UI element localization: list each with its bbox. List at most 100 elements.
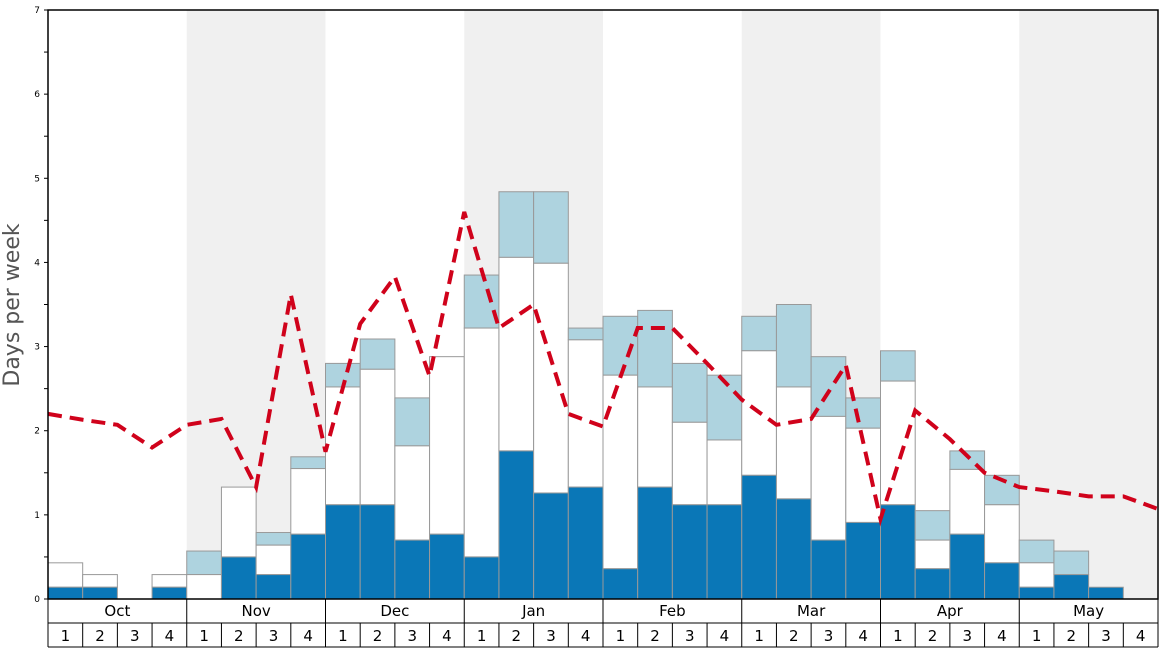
week-label: 2 [373, 627, 383, 645]
bar-segment-dark [880, 504, 916, 600]
y-tick-label: 7 [34, 6, 40, 16]
bar-segment-light [1018, 539, 1055, 564]
bar-segment-light [845, 397, 881, 429]
bar-segment-dark [741, 474, 777, 600]
bar-segment-dark [255, 574, 292, 600]
bar-segment-light [637, 309, 673, 388]
bar-segment-dark [706, 504, 743, 600]
week-label: 1 [754, 627, 764, 645]
bar-segment-middle [325, 386, 361, 506]
bar-segment-middle [671, 421, 708, 506]
week-label: 4 [1136, 627, 1146, 645]
month-label: Feb [659, 602, 686, 620]
bar-segment-dark [220, 556, 257, 600]
bar-segment-dark [463, 556, 500, 600]
bar-segment-middle [533, 262, 569, 494]
week-label: 1 [477, 627, 487, 645]
bar-segment-light [394, 397, 431, 447]
bar-segment-dark [914, 568, 951, 600]
bar-segment-light [567, 327, 604, 341]
y-tick-label: 5 [34, 174, 40, 184]
week-label: 3 [685, 627, 695, 645]
week-label: 3 [130, 627, 140, 645]
bar-segment-dark [671, 504, 708, 600]
y-tick-label: 0 [34, 595, 40, 605]
week-label: 4 [442, 627, 452, 645]
week-label: 2 [650, 627, 660, 645]
bar-segment-dark [325, 504, 361, 600]
bar-segment-light [741, 315, 777, 352]
bar-segment-middle [810, 415, 847, 541]
bar-segment-middle [984, 504, 1020, 564]
bar-segment-dark [533, 492, 569, 600]
week-label: 1 [338, 627, 348, 645]
bar-segment-middle [220, 486, 257, 558]
month-label: Apr [937, 602, 964, 620]
week-label: 4 [303, 627, 313, 645]
week-label: 2 [512, 627, 522, 645]
bar-segment-dark [151, 586, 188, 600]
bar-segment-middle [706, 439, 743, 506]
week-label: 4 [858, 627, 868, 645]
week-label: 3 [824, 627, 834, 645]
month-shade [1019, 10, 1158, 599]
bar-segment-dark [602, 568, 639, 600]
bar-segment-light [359, 338, 396, 370]
week-label: 2 [928, 627, 938, 645]
week-label: 1 [61, 627, 71, 645]
bar-segment-middle [498, 256, 535, 452]
bar-segment-dark [1088, 586, 1124, 600]
bar-segment-middle [567, 339, 604, 488]
bar-segment-dark [394, 539, 431, 600]
bar-segment-dark [359, 504, 396, 600]
bar-segment-light [186, 550, 222, 576]
bar-segment-middle [949, 468, 986, 535]
week-label: 1 [1032, 627, 1042, 645]
bar-segment-middle [914, 539, 951, 570]
week-label: 3 [962, 627, 972, 645]
bar-segment-light [1053, 550, 1090, 576]
bar-segment-dark [949, 533, 986, 600]
bar-segment-dark [498, 450, 535, 600]
bar-segment-middle [602, 374, 639, 570]
month-label: Nov [241, 602, 270, 620]
bar-segment-middle [637, 386, 673, 488]
week-label: 1 [616, 627, 626, 645]
bar-segment-light [775, 304, 812, 388]
y-tick-label: 3 [34, 343, 40, 353]
week-label: 3 [407, 627, 417, 645]
y-axis-label: Days per week [0, 223, 25, 386]
bar-segment-middle [290, 468, 326, 535]
week-label: 3 [546, 627, 556, 645]
week-label: 2 [234, 627, 244, 645]
bar-segment-dark [845, 521, 881, 600]
bar-segment-middle [151, 574, 188, 588]
bar-segment-light [498, 191, 535, 258]
bar-segment-dark [984, 562, 1020, 600]
bars [47, 191, 1124, 600]
week-label: 4 [720, 627, 730, 645]
bar-segment-middle [255, 544, 292, 576]
y-tick-label: 2 [34, 427, 40, 437]
bar-segment-dark [429, 533, 465, 600]
bar-segment-dark [47, 586, 84, 600]
bar-segment-dark [1018, 586, 1055, 600]
week-label: 2 [95, 627, 105, 645]
week-label: 3 [269, 627, 279, 645]
week-label: 4 [997, 627, 1007, 645]
bar-segment-middle [463, 327, 500, 558]
week-label: 3 [1101, 627, 1111, 645]
month-label: Mar [797, 602, 826, 620]
week-label: 1 [893, 627, 903, 645]
bar-segment-light [463, 274, 500, 329]
month-label: Jan [521, 602, 545, 620]
bar-segment-middle [82, 574, 118, 588]
bar-segment-light [533, 191, 569, 264]
bar-segment-light [671, 362, 708, 423]
bar-segment-dark [1053, 574, 1090, 600]
bar-segment-light [914, 510, 951, 541]
bar-segment-dark [290, 533, 326, 600]
bar-segment-dark [775, 498, 812, 600]
bar-segment-middle [394, 445, 431, 541]
